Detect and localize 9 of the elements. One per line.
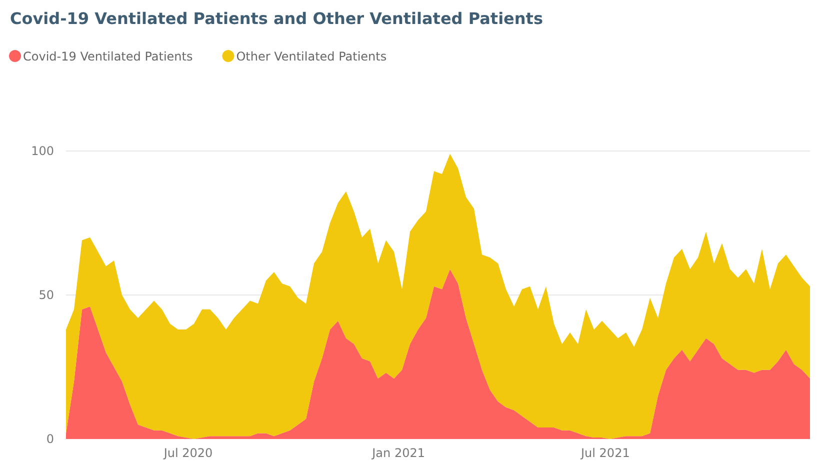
x-tick-label: Jul 2020 <box>162 446 213 460</box>
y-tick-label: 50 <box>38 288 54 302</box>
legend-label: Covid-19 Ventilated Patients <box>23 50 193 64</box>
legend-label: Other Ventilated Patients <box>236 50 387 64</box>
y-tick-label: 100 <box>31 144 54 158</box>
y-tick-label: 0 <box>46 432 54 446</box>
x-tick-label: Jan 2021 <box>371 446 425 460</box>
chart-title: Covid-19 Ventilated Patients and Other Ventilated Patients <box>10 9 543 28</box>
x-tick-label: Jul 2021 <box>580 446 630 460</box>
